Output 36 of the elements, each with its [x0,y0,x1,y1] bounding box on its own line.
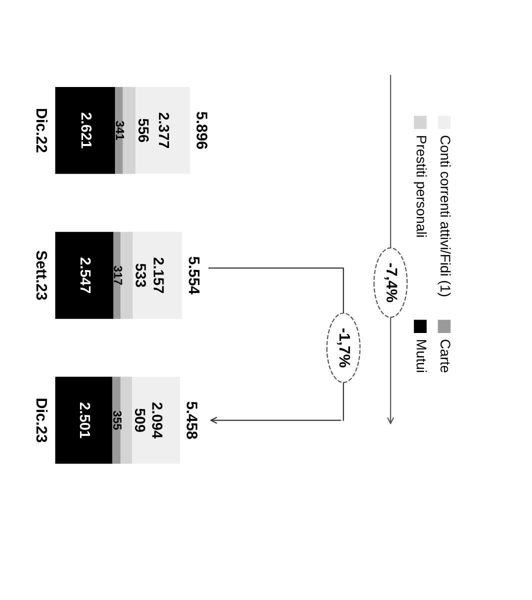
bar [112,376,120,464]
bar [55,232,114,319]
text: -7,4% [384,263,398,302]
bar [55,376,112,464]
data-label: 341 [116,120,124,140]
data-label: 2.547 [80,258,91,293]
data-label: 2.094 [152,402,162,438]
bar [136,86,190,174]
legend-label: Conti correnti attivi/Fidi (1) [438,136,451,296]
total-label: 5.896 [196,112,208,149]
data-label: 2.377 [158,112,170,148]
bar [132,376,180,464]
total-label: 5.554 [188,256,200,294]
data-label: 2.621 [81,112,92,148]
bar [120,376,132,464]
data-label: 317 [114,266,122,285]
legend-label: Mutui [416,340,427,372]
data-label: 556 [138,118,149,142]
bar [55,86,116,174]
total-label: 5.458 [186,402,198,439]
bar [122,86,136,174]
data-label: 2.157 [154,258,164,293]
legend-label: Carte [440,340,450,372]
y-tick-label: Dic.23 [36,398,48,442]
data-label: 355 [113,410,122,430]
bar [132,232,182,319]
data-label: 533 [136,264,146,287]
bar [115,86,123,174]
bar [120,232,133,319]
y-tick-label: Sett.23 [36,250,48,300]
data-label: 509 [134,408,146,432]
legend-label: Prestiti personali [414,136,427,237]
data-label: 2.501 [80,402,90,438]
text: -1,7% [337,328,350,368]
y-tick-label: Dic.22 [36,108,48,152]
bar [113,232,121,319]
